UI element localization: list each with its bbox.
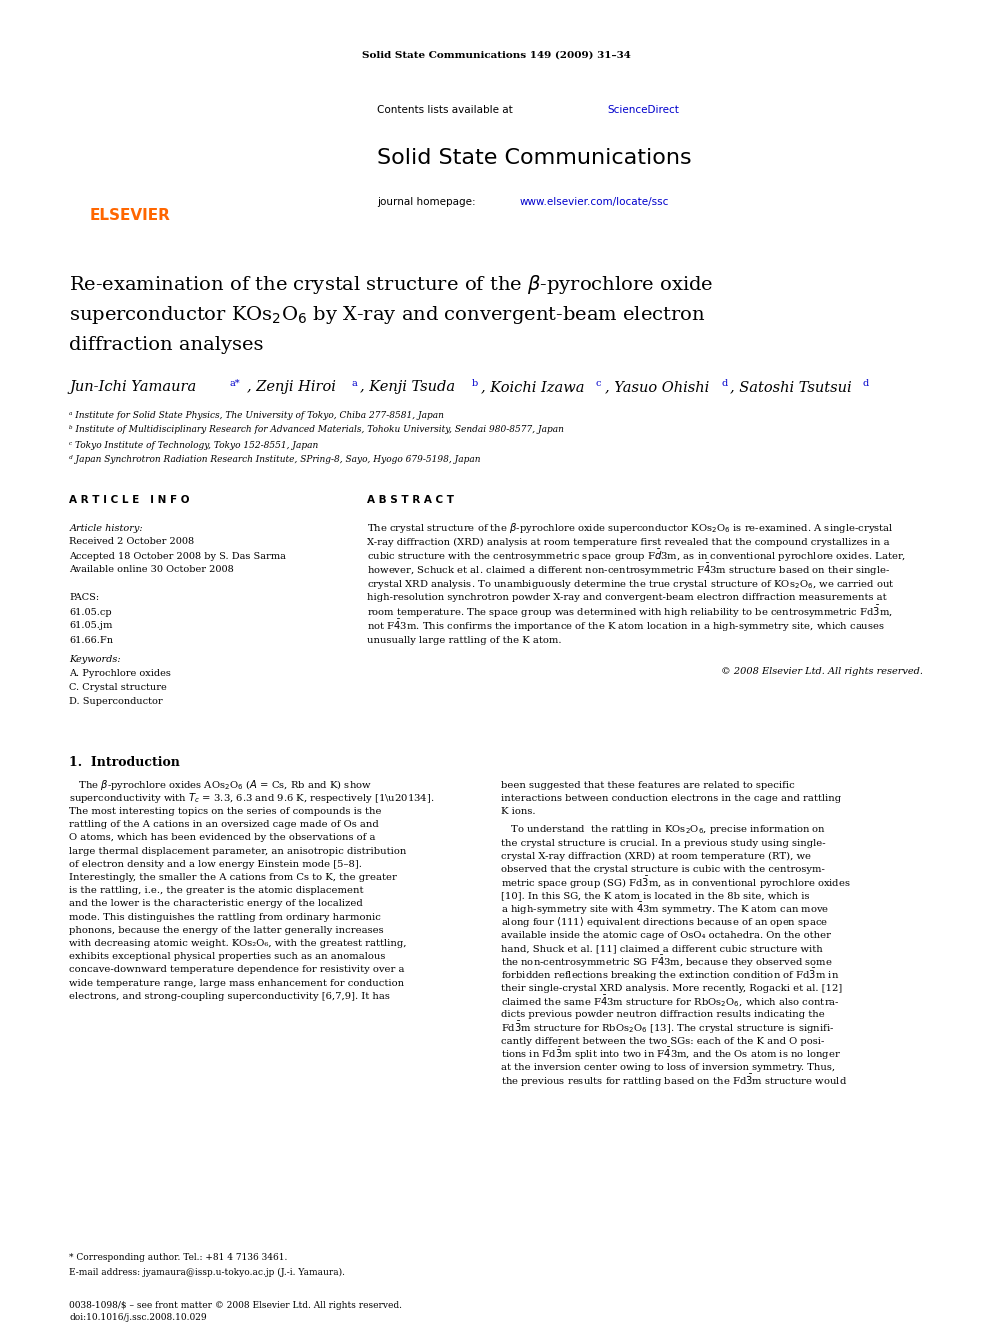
Text: ScienceDirect: ScienceDirect xyxy=(607,105,679,115)
Text: d: d xyxy=(862,380,868,389)
Text: high-resolution synchrotron powder X-ray and convergent-beam electron diffractio: high-resolution synchrotron powder X-ray… xyxy=(367,594,887,602)
Text: phonons, because the energy of the latter generally increases: phonons, because the energy of the latte… xyxy=(69,926,384,935)
Text: rattling of the A cations in an oversized cage made of Os and: rattling of the A cations in an oversize… xyxy=(69,820,379,830)
Text: diffraction analyses: diffraction analyses xyxy=(69,336,264,355)
Text: wide temperature range, large mass enhancement for conduction: wide temperature range, large mass enhan… xyxy=(69,979,405,987)
Text: electrons, and strong-coupling superconductivity [6,7,9]. It has: electrons, and strong-coupling supercond… xyxy=(69,992,390,1000)
Text: Accepted 18 October 2008 by S. Das Sarma: Accepted 18 October 2008 by S. Das Sarma xyxy=(69,552,287,561)
Text: C. Crystal structure: C. Crystal structure xyxy=(69,684,168,692)
Text: of electron density and a low energy Einstein mode [5–8].: of electron density and a low energy Ein… xyxy=(69,860,362,869)
Text: large thermal displacement parameter, an anisotropic distribution: large thermal displacement parameter, an… xyxy=(69,847,407,856)
Text: , Zenji Hiroi: , Zenji Hiroi xyxy=(247,380,336,394)
Text: d: d xyxy=(721,380,727,389)
Text: ᵇ Institute of Multidisciplinary Research for Advanced Materials, Tohoku Univers: ᵇ Institute of Multidisciplinary Researc… xyxy=(69,426,564,434)
Text: , Koichi Izawa: , Koichi Izawa xyxy=(481,380,584,394)
Text: E-mail address: jyamaura@issp.u-tokyo.ac.jp (J.-i. Yamaura).: E-mail address: jyamaura@issp.u-tokyo.ac… xyxy=(69,1267,345,1277)
Text: a*: a* xyxy=(229,380,240,389)
Text: K ions.: K ions. xyxy=(501,807,536,816)
Text: Contents lists available at: Contents lists available at xyxy=(377,105,516,115)
Text: solid
state
communications: solid state communications xyxy=(882,95,928,114)
Text: 1.  Introduction: 1. Introduction xyxy=(69,755,181,769)
Text: Interestingly, the smaller the A cations from Cs to K, the greater: Interestingly, the smaller the A cations… xyxy=(69,873,398,882)
Text: their single-crystal XRD analysis. More recently, Rogacki et al. [12]: their single-crystal XRD analysis. More … xyxy=(501,984,842,992)
Text: cantly different between the two SGs: each of the K and O posi-: cantly different between the two SGs: ea… xyxy=(501,1037,824,1045)
Text: and the lower is the characteristic energy of the localized: and the lower is the characteristic ener… xyxy=(69,900,363,909)
Text: 61.66.Fn: 61.66.Fn xyxy=(69,635,113,644)
Text: however, Schuck et al. claimed a different non-centrosymmetric F$\bar{4}$3m stru: however, Schuck et al. claimed a differe… xyxy=(367,562,891,578)
Text: claimed the same F$\bar{4}$3m structure for RbOs$_2$O$_6$, which also contra-: claimed the same F$\bar{4}$3m structure … xyxy=(501,994,839,1009)
Text: Jun-Ichi Yamaura: Jun-Ichi Yamaura xyxy=(69,380,196,394)
Text: crystal XRD analysis. To unambiguously determine the true crystal structure of K: crystal XRD analysis. To unambiguously d… xyxy=(367,578,895,590)
Text: along four $\langle$111$\rangle$ equivalent directions because of an open space: along four $\langle$111$\rangle$ equival… xyxy=(501,916,828,929)
Text: tions in Fd$\bar{3}$m split into two in F$\bar{4}$3m, and the Os atom is no long: tions in Fd$\bar{3}$m split into two in … xyxy=(501,1046,841,1062)
Text: * Corresponding author. Tel.: +81 4 7136 3461.: * Corresponding author. Tel.: +81 4 7136… xyxy=(69,1253,288,1262)
Text: not F$\bar{4}$3m. This confirms the importance of the K atom location in a high-: not F$\bar{4}$3m. This confirms the impo… xyxy=(367,618,885,634)
Text: ELSEVIER: ELSEVIER xyxy=(89,208,171,222)
Text: dicts previous powder neutron diffraction results indicating the: dicts previous powder neutron diffractio… xyxy=(501,1011,824,1019)
Text: a: a xyxy=(351,380,357,389)
Text: Re-examination of the crystal structure of the $\beta$-pyrochlore oxide: Re-examination of the crystal structure … xyxy=(69,274,714,296)
Text: Article history:: Article history: xyxy=(69,524,143,532)
Text: mode. This distinguishes the rattling from ordinary harmonic: mode. This distinguishes the rattling fr… xyxy=(69,913,381,922)
Text: 61.05.cp: 61.05.cp xyxy=(69,607,112,617)
Text: Solid State Communications 149 (2009) 31–34: Solid State Communications 149 (2009) 31… xyxy=(361,50,631,60)
Text: A. Pyrochlore oxides: A. Pyrochlore oxides xyxy=(69,669,172,679)
Text: exhibits exceptional physical properties such as an anomalous: exhibits exceptional physical properties… xyxy=(69,953,386,960)
Text: metric space group (SG) Fd$\bar{3}$m, as in conventional pyrochlore oxides: metric space group (SG) Fd$\bar{3}$m, as… xyxy=(501,875,851,890)
Text: the non-centrosymmetric SG F$\bar{4}$3m, because they observed some: the non-centrosymmetric SG F$\bar{4}$3m,… xyxy=(501,954,832,970)
Text: X-ray diffraction (XRD) analysis at room temperature first revealed that the com: X-ray diffraction (XRD) analysis at room… xyxy=(367,537,890,546)
Text: a high-symmetry site with $\bar{4}$3m symmetry. The K atom can move: a high-symmetry site with $\bar{4}$3m sy… xyxy=(501,901,829,917)
Text: doi:10.1016/j.ssc.2008.10.029: doi:10.1016/j.ssc.2008.10.029 xyxy=(69,1312,207,1322)
Text: Fd$\bar{3}$m structure for RbOs$_2$O$_6$ [13]. The crystal structure is signifi-: Fd$\bar{3}$m structure for RbOs$_2$O$_6$… xyxy=(501,1020,834,1036)
Text: Available online 30 October 2008: Available online 30 October 2008 xyxy=(69,565,234,574)
Text: , Yasuo Ohishi: , Yasuo Ohishi xyxy=(605,380,709,394)
Text: unusually large rattling of the K atom.: unusually large rattling of the K atom. xyxy=(367,635,561,644)
Text: is the rattling, i.e., the greater is the atomic displacement: is the rattling, i.e., the greater is th… xyxy=(69,886,364,896)
Text: with decreasing atomic weight. KOs₂O₆, with the greatest rattling,: with decreasing atomic weight. KOs₂O₆, w… xyxy=(69,939,407,947)
Text: The $\beta$-pyrochlore oxides AOs$_2$O$_6$ ($A$ = Cs, Rb and K) show: The $\beta$-pyrochlore oxides AOs$_2$O$_… xyxy=(69,778,372,792)
Text: crystal X-ray diffraction (XRD) at room temperature (RT), we: crystal X-ray diffraction (XRD) at room … xyxy=(501,852,811,861)
Text: The most interesting topics on the series of compounds is the: The most interesting topics on the serie… xyxy=(69,807,382,816)
Text: A R T I C L E   I N F O: A R T I C L E I N F O xyxy=(69,495,189,505)
Text: 61.05.jm: 61.05.jm xyxy=(69,622,113,631)
Text: hand, Shuck et al. [11] claimed a different cubic structure with: hand, Shuck et al. [11] claimed a differ… xyxy=(501,945,822,954)
Text: superconductivity with $T_c$ = 3.3, 6.3 and 9.6 K, respectively [1\u20134].: superconductivity with $T_c$ = 3.3, 6.3 … xyxy=(69,791,434,806)
Text: interactions between conduction electrons in the cage and rattling: interactions between conduction electron… xyxy=(501,794,841,803)
Text: forbidden reflections breaking the extinction condition of Fd$\bar{3}$m in: forbidden reflections breaking the extin… xyxy=(501,967,839,983)
Text: PACS:: PACS: xyxy=(69,594,99,602)
Text: at the inversion center owing to loss of inversion symmetry. Thus,: at the inversion center owing to loss of… xyxy=(501,1064,835,1072)
Text: To understand  the rattling in KOs$_2$O$_6$, precise information on: To understand the rattling in KOs$_2$O$_… xyxy=(501,823,826,836)
Text: the crystal structure is crucial. In a previous study using single-: the crystal structure is crucial. In a p… xyxy=(501,839,825,848)
Text: , Kenji Tsuda: , Kenji Tsuda xyxy=(360,380,455,394)
Text: the previous results for rattling based on the Fd$\bar{3}$m structure would: the previous results for rattling based … xyxy=(501,1073,847,1089)
Text: available inside the atomic cage of OsO₄ octahedra. On the other: available inside the atomic cage of OsO₄… xyxy=(501,931,831,941)
Text: concave-downward temperature dependence for resistivity over a: concave-downward temperature dependence … xyxy=(69,966,405,974)
Text: D. Superconductor: D. Superconductor xyxy=(69,697,163,706)
Text: room temperature. The space group was determined with high reliability to be cen: room temperature. The space group was de… xyxy=(367,605,893,620)
Text: O atoms, which has been evidenced by the observations of a: O atoms, which has been evidenced by the… xyxy=(69,833,376,843)
Text: been suggested that these features are related to specific: been suggested that these features are r… xyxy=(501,781,795,790)
Text: www.elsevier.com/locate/ssc: www.elsevier.com/locate/ssc xyxy=(520,197,670,206)
Text: The crystal structure of the $\beta$-pyrochlore oxide superconductor KOs$_2$O$_6: The crystal structure of the $\beta$-pyr… xyxy=(367,521,894,534)
Text: Keywords:: Keywords: xyxy=(69,655,121,664)
Text: Solid State Communications: Solid State Communications xyxy=(377,148,691,168)
Text: ᶜ Tokyo Institute of Technology, Tokyo 152-8551, Japan: ᶜ Tokyo Institute of Technology, Tokyo 1… xyxy=(69,441,318,450)
Text: ᵈ Japan Synchrotron Radiation Research Institute, SPring-8, Sayo, Hyogo 679-5198: ᵈ Japan Synchrotron Radiation Research I… xyxy=(69,455,481,464)
Text: © 2008 Elsevier Ltd. All rights reserved.: © 2008 Elsevier Ltd. All rights reserved… xyxy=(720,668,923,676)
Text: superconductor KOs$_2$O$_6$ by X-ray and convergent-beam electron: superconductor KOs$_2$O$_6$ by X-ray and… xyxy=(69,304,706,325)
Text: A B S T R A C T: A B S T R A C T xyxy=(367,495,454,505)
Text: Received 2 October 2008: Received 2 October 2008 xyxy=(69,537,194,546)
Text: cubic structure with the centrosymmetric space group F$\bar{d}$3m, as in convent: cubic structure with the centrosymmetric… xyxy=(367,548,907,564)
Text: b: b xyxy=(472,380,478,389)
Text: observed that the crystal structure is cubic with the centrosym-: observed that the crystal structure is c… xyxy=(501,865,824,875)
Text: ᵃ Institute for Solid State Physics, The University of Tokyo, Chiba 277-8581, Ja: ᵃ Institute for Solid State Physics, The… xyxy=(69,410,444,419)
Text: c: c xyxy=(595,380,601,389)
Text: journal homepage:: journal homepage: xyxy=(377,197,479,206)
Text: [10]. In this SG, the K atom is located in the 8b site, which is: [10]. In this SG, the K atom is located … xyxy=(501,892,809,901)
Text: 0038-1098/$ – see front matter © 2008 Elsevier Ltd. All rights reserved.: 0038-1098/$ – see front matter © 2008 El… xyxy=(69,1301,403,1310)
Text: , Satoshi Tsutsui: , Satoshi Tsutsui xyxy=(730,380,852,394)
